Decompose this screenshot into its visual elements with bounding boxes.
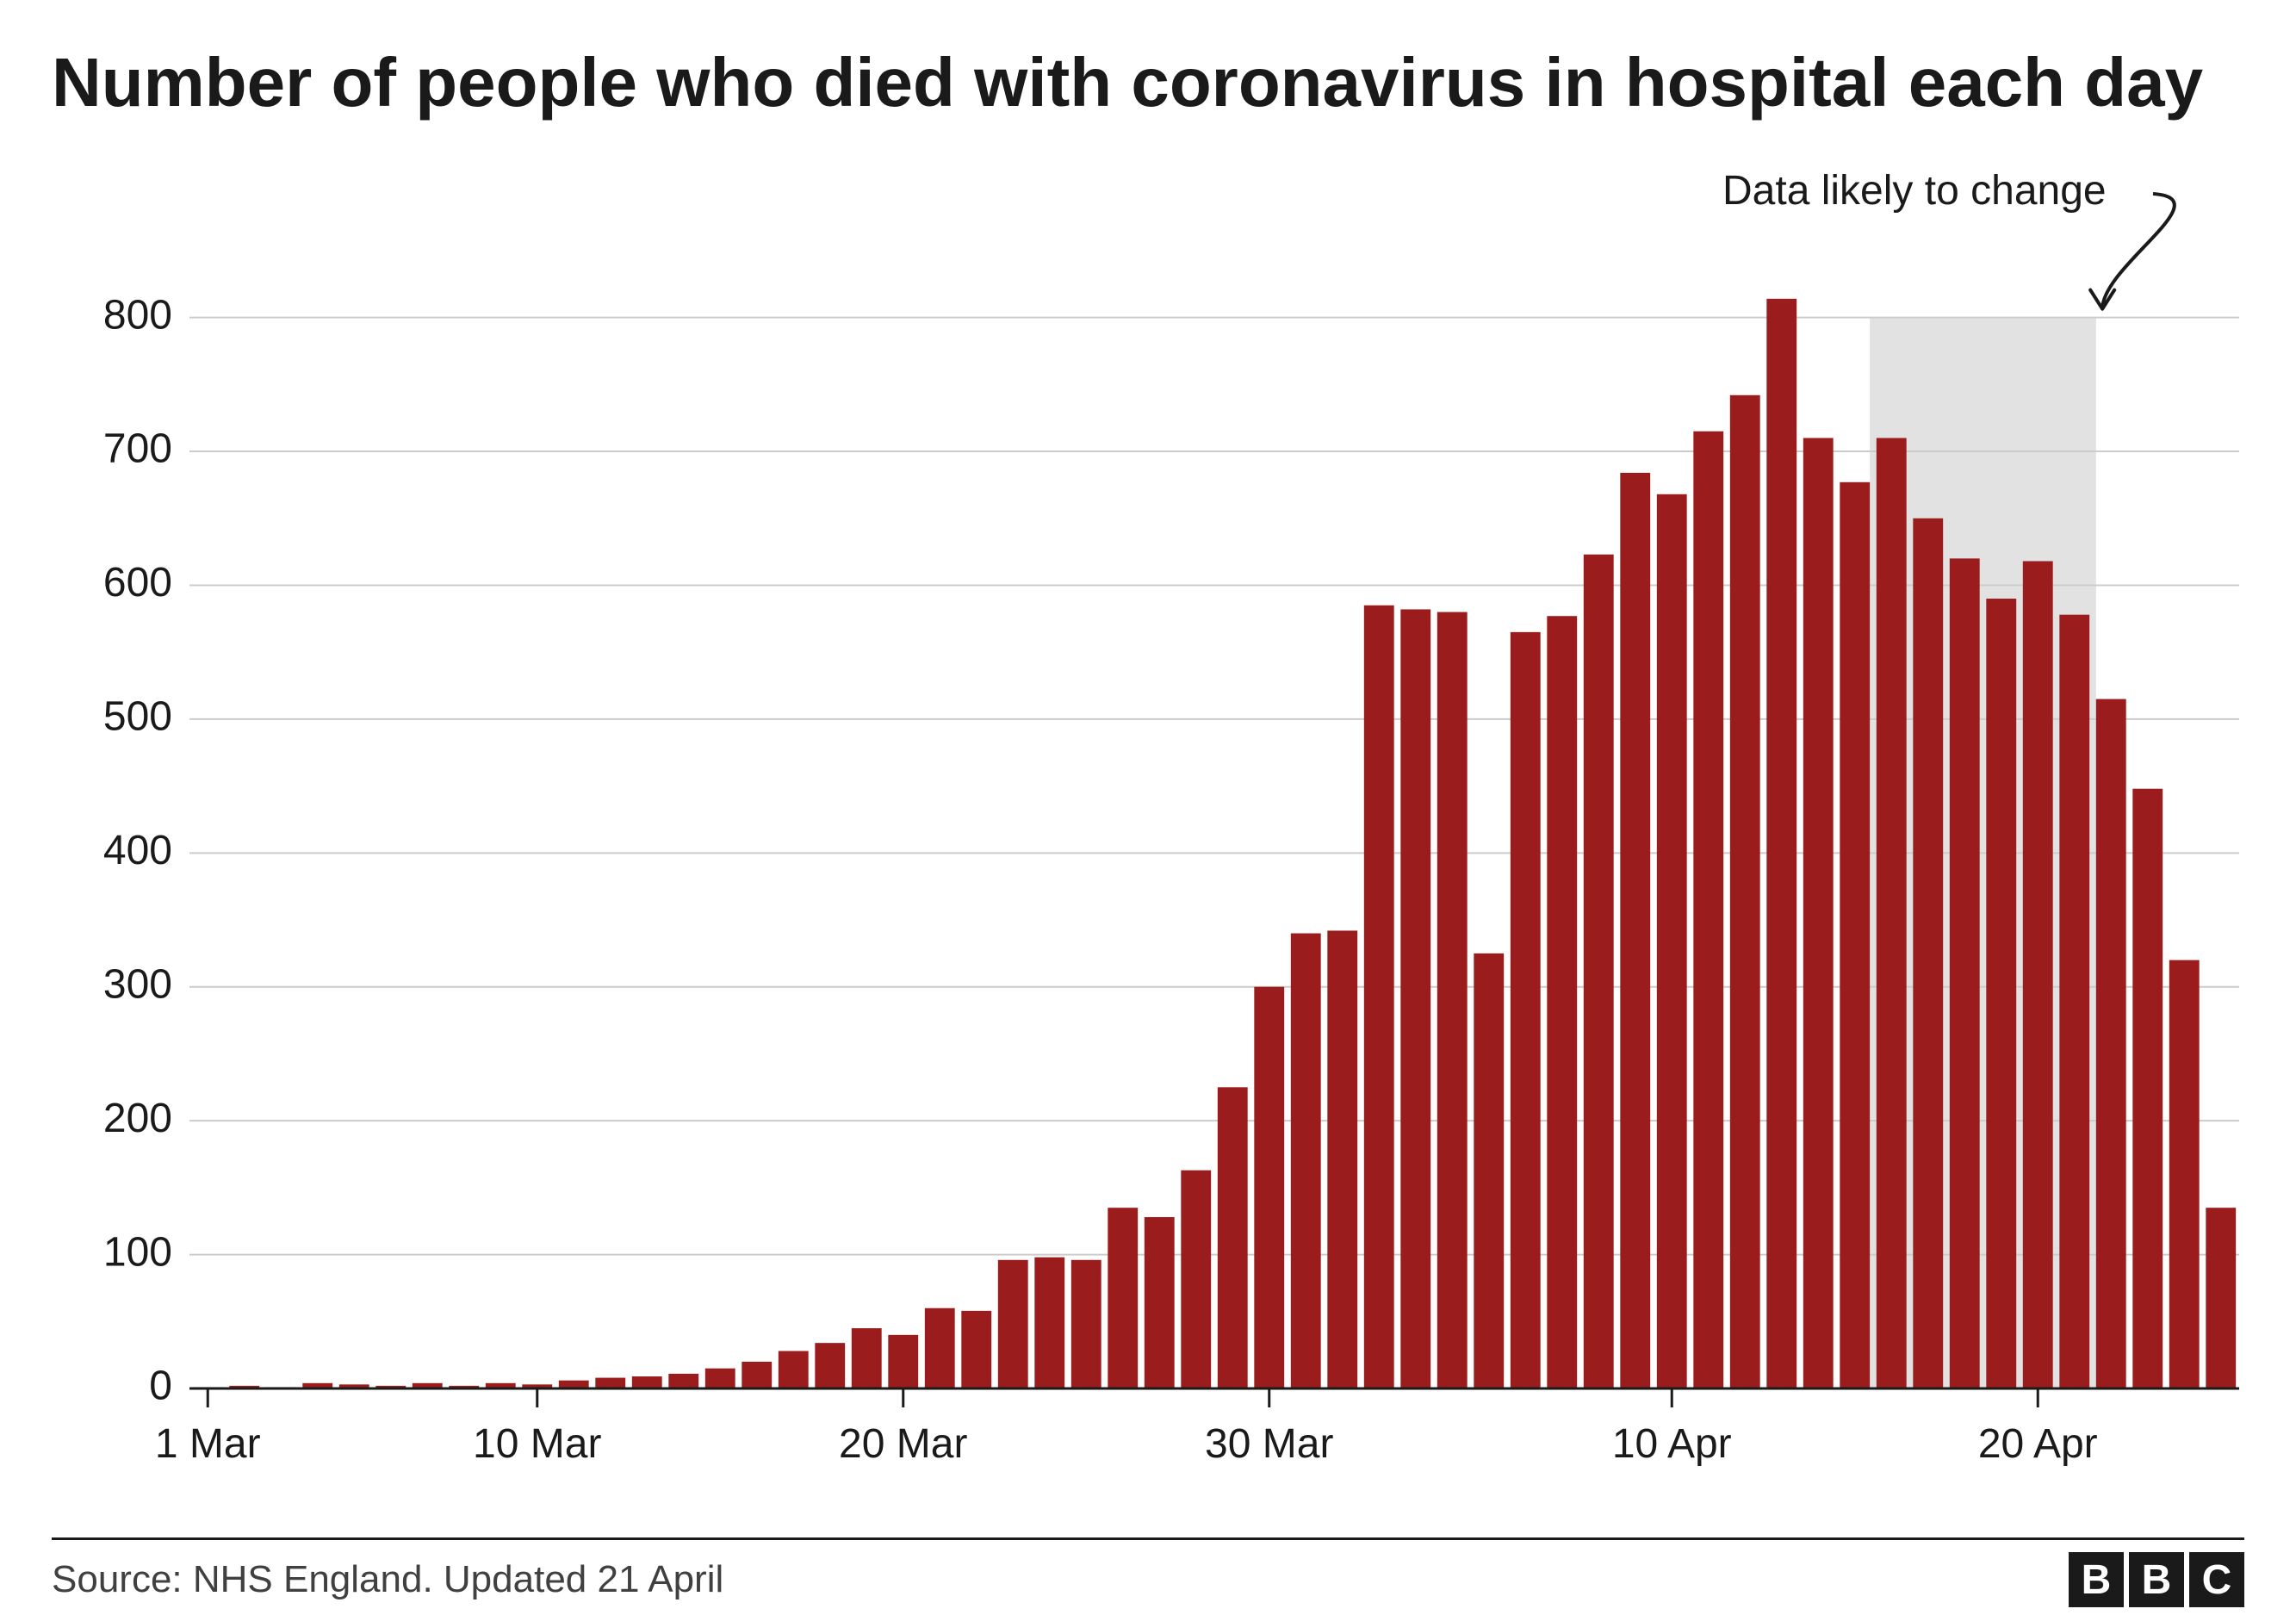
bar [1145, 1217, 1175, 1388]
x-tick-label: 10 Mar [473, 1421, 601, 1467]
bar [1034, 1258, 1064, 1388]
y-tick-label: 0 [149, 1363, 172, 1409]
bar [815, 1343, 845, 1388]
bar [2132, 789, 2163, 1388]
bar [1218, 1087, 1248, 1388]
bar [1913, 519, 1943, 1388]
bar [925, 1308, 955, 1388]
bar [2023, 561, 2053, 1388]
bar [1986, 599, 2016, 1388]
bar [1400, 609, 1430, 1388]
bbc-logo-letter: B [2129, 1552, 2184, 1607]
bar [1511, 632, 1541, 1388]
bar [888, 1335, 918, 1388]
bar [1877, 438, 1907, 1388]
bar [632, 1376, 662, 1388]
bar [1584, 555, 1614, 1388]
bar [1620, 473, 1650, 1388]
bar [1730, 395, 1760, 1388]
bar [1950, 558, 1980, 1388]
y-tick-label: 600 [103, 560, 172, 606]
bar [1474, 953, 1504, 1388]
bar [2169, 960, 2200, 1388]
bar [1437, 612, 1468, 1388]
bar [2206, 1208, 2236, 1388]
bar [961, 1311, 991, 1388]
x-tick-label: 1 Mar [155, 1421, 261, 1467]
bar [1693, 432, 1723, 1388]
bar [1840, 482, 1870, 1388]
bar [2096, 699, 2126, 1388]
x-tick-label: 20 Mar [839, 1421, 967, 1467]
bar [1108, 1208, 1138, 1388]
bbc-logo-letter: C [2189, 1552, 2244, 1607]
y-tick-label: 700 [103, 426, 172, 472]
bar [852, 1328, 882, 1388]
bar [1181, 1171, 1211, 1388]
bar [1291, 934, 1321, 1388]
y-tick-label: 300 [103, 961, 172, 1007]
bar [1547, 616, 1577, 1388]
bar-chart-svg: 0 100 200 300 400 500 600 700 800 1 Mar 10 Mar 20 M… [52, 148, 2256, 1509]
chart-title: Number of people who died with coronavir… [52, 43, 2244, 122]
y-tick-label: 200 [103, 1096, 172, 1141]
chart-plot-area: 0 100 200 300 400 500 600 700 800 1 Mar 10 Mar 20 M… [52, 148, 2244, 1513]
bar [668, 1374, 698, 1388]
bbc-logo-letter: B [2069, 1552, 2124, 1607]
chart-container: Number of people who died with coronavir… [0, 0, 2296, 1615]
bar [1071, 1260, 1101, 1388]
bar [705, 1369, 735, 1388]
bar [742, 1362, 772, 1388]
x-tick-label: 30 Mar [1205, 1421, 1333, 1467]
bar [1254, 987, 1284, 1388]
bar [1657, 494, 1687, 1388]
bar [1766, 299, 1796, 1388]
chart-footer: Source: NHS England. Updated 21 April B … [52, 1537, 2244, 1607]
bar [2059, 615, 2089, 1388]
bbc-logo: B B C [2069, 1552, 2244, 1607]
x-tick-label: 10 Apr [1612, 1421, 1732, 1467]
y-tick-label: 100 [103, 1229, 172, 1275]
source-text: Source: NHS England. Updated 21 April [52, 1558, 723, 1601]
x-tick-label: 20 Apr [1978, 1421, 2098, 1467]
bar [779, 1351, 809, 1388]
bar [1327, 930, 1357, 1388]
y-tick-label: 400 [103, 828, 172, 873]
bar [1364, 606, 1394, 1388]
bar [595, 1378, 625, 1388]
annotation-text: Data likely to change [1722, 168, 2107, 214]
bar [998, 1260, 1028, 1388]
bar [1803, 438, 1834, 1388]
y-tick-label: 500 [103, 694, 172, 740]
y-tick-label: 800 [103, 292, 172, 338]
